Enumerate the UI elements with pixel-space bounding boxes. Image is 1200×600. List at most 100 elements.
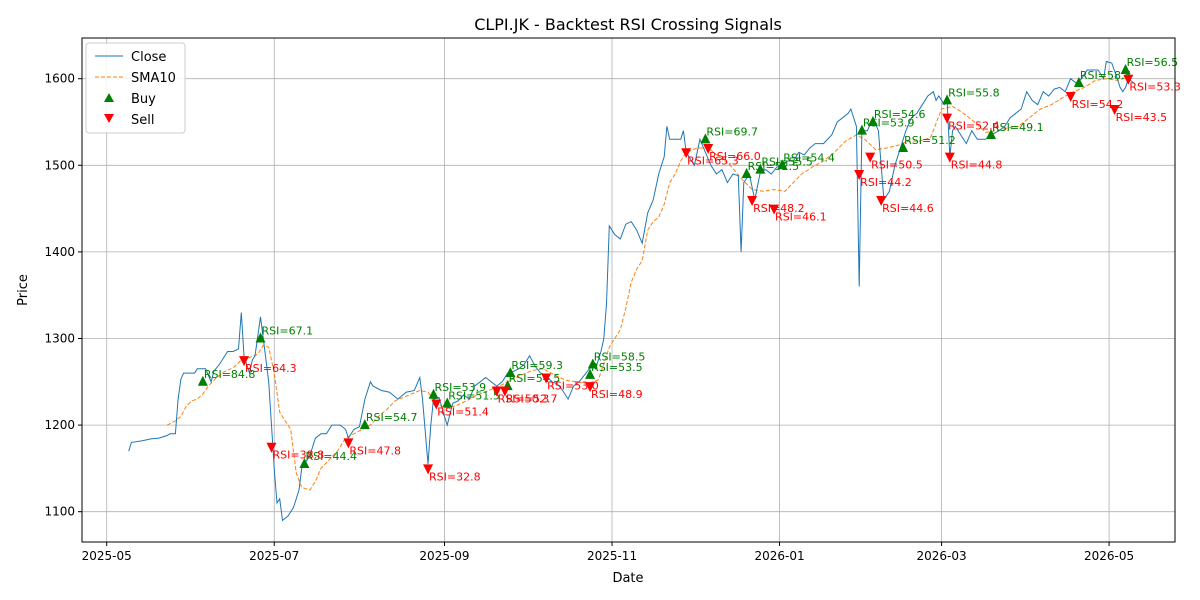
y-tick-label: 1100 <box>44 505 75 519</box>
sell-marker <box>747 195 758 206</box>
buy-marker <box>942 94 953 105</box>
buy-rsi-label: RSI=54.7 <box>366 411 418 424</box>
buy-marker <box>197 375 208 386</box>
sell-rsi-label: RSI=46.1 <box>775 211 827 224</box>
sell-rsi-label: RSI=32.8 <box>429 470 481 483</box>
x-tick-label: 2025-05 <box>82 549 132 563</box>
legend-close-label: Close <box>131 50 166 65</box>
buy-marker <box>777 159 788 170</box>
buy-rsi-label: RSI=84.8 <box>204 368 256 381</box>
buy-marker <box>442 397 453 408</box>
sell-marker <box>585 382 596 393</box>
sell-marker <box>854 169 865 180</box>
sell-rsi-label: RSI=43.5 <box>1116 111 1168 124</box>
buy-signals: RSI=84.8 RSI=67.1 RSI=44.4 RSI=54.7 RSI=53.9… <box>197 56 1179 469</box>
sell-marker <box>1109 105 1120 116</box>
sell-marker <box>491 386 502 397</box>
y-axis-label: Price <box>16 274 31 306</box>
y-tick-label: 1300 <box>44 331 75 345</box>
buy-marker <box>255 332 266 343</box>
sell-rsi-label: RSI=47.8 <box>349 444 401 457</box>
sell-marker <box>769 204 780 215</box>
buy-marker <box>299 458 310 469</box>
sell-marker <box>239 356 250 367</box>
legend-sell-marker <box>104 114 114 123</box>
buy-rsi-label: RSI=51.5 <box>448 389 500 402</box>
grid-lines <box>82 38 1175 542</box>
sell-marker <box>423 464 434 475</box>
close-line <box>128 60 1135 522</box>
legend-box <box>85 42 186 134</box>
sell-rsi-label: RSI=50.3 <box>498 392 550 405</box>
sell-marker <box>541 373 552 384</box>
sell-marker <box>681 148 692 159</box>
x-tick-label: 2025-07 <box>249 549 299 563</box>
sell-rsi-label: RSI=52.7 <box>506 392 558 405</box>
x-tick-label: 2026-05 <box>1084 549 1134 563</box>
sell-rsi-label: RSI=38.8 <box>272 449 324 462</box>
buy-marker <box>700 133 711 144</box>
legend-buy-marker <box>104 93 114 102</box>
legend: Close SMA10 Buy Sell <box>85 42 186 134</box>
buy-rsi-label: RSI=56.5 <box>1127 56 1179 69</box>
buy-marker <box>1073 77 1084 88</box>
sell-marker <box>876 195 887 206</box>
sell-rsi-label: RSI=48.2 <box>753 202 805 215</box>
sell-marker <box>1123 74 1134 85</box>
sell-marker <box>703 143 714 154</box>
sell-marker <box>1065 92 1076 103</box>
legend-sell-label: Sell <box>131 113 154 128</box>
buy-rsi-label: RSI=67.1 <box>262 324 314 337</box>
y-tick-label: 1400 <box>44 245 75 259</box>
sell-rsi-label: RSI=44.2 <box>860 176 912 189</box>
buy-marker <box>505 367 516 378</box>
sell-rsi-label: RSI=44.8 <box>951 159 1003 172</box>
sell-rsi-label: RSI=44.6 <box>882 202 934 215</box>
sell-marker <box>266 442 277 453</box>
x-tick-label: 2025-11 <box>587 549 637 563</box>
buy-rsi-label: RSI=51.2 <box>904 134 956 147</box>
buy-marker <box>986 128 997 139</box>
sell-marker <box>343 438 354 449</box>
legend-buy-label: Buy <box>131 92 156 107</box>
sell-marker <box>499 386 510 397</box>
sell-marker <box>865 152 876 163</box>
sell-rsi-label: RSI=53.3 <box>1129 81 1181 94</box>
sell-rsi-label: RSI=52.4 <box>948 120 1000 133</box>
buy-marker <box>741 167 752 178</box>
buy-marker <box>755 163 766 174</box>
buy-rsi-label: RSI=49.1 <box>992 121 1044 134</box>
sell-marker <box>431 399 442 410</box>
y-tick-label: 1600 <box>44 72 75 86</box>
x-tick-label: 2025-09 <box>419 549 469 563</box>
sell-rsi-label: RSI=54.2 <box>1072 98 1124 111</box>
buy-rsi-label: RSI=53.9 <box>435 381 487 394</box>
buy-rsi-label: RSI=55.5 <box>761 156 813 169</box>
x-tick-label: 2026-03 <box>917 549 967 563</box>
chart-title: CLPI.JK - Backtest RSI Crossing Signals <box>474 15 782 34</box>
buy-rsi-label: RSI=69.7 <box>706 125 758 138</box>
legend-sma10-label: SMA10 <box>131 71 176 86</box>
x-axis-ticks: 2025-05 2025-07 2025-09 2025-11 2026-01 2026-… <box>82 542 1134 563</box>
sell-marker <box>944 152 955 163</box>
buy-rsi-label: RSI=58.5 <box>594 350 646 363</box>
buy-rsi-label: RSI=44.4 <box>305 450 357 463</box>
buy-marker <box>428 388 439 399</box>
buy-marker <box>359 419 370 430</box>
plot-frame <box>81 37 1176 543</box>
buy-rsi-label: RSI=53.9 <box>863 117 915 130</box>
buy-marker <box>867 116 878 126</box>
sell-rsi-label: RSI=65.3 <box>687 154 739 167</box>
sell-rsi-label: RSI=66.0 <box>709 150 761 163</box>
buy-rsi-label: RSI=54.4 <box>783 151 835 164</box>
plot-area: RSI=84.8 RSI=67.1 RSI=44.4 RSI=54.7 RSI=53.9… <box>81 37 1181 543</box>
sell-rsi-label: RSI=64.3 <box>245 362 297 375</box>
buy-marker <box>585 368 596 379</box>
sell-signals: RSI=64.3 RSI=38.8 RSI=47.8 RSI=32.8 RSI=51.4… <box>239 74 1181 483</box>
buy-rsi-label: RSI=58.5 <box>1080 69 1132 82</box>
close-series <box>128 60 1135 522</box>
buy-rsi-label: RSI=53.5 <box>591 361 643 374</box>
sma10-line <box>166 76 1129 491</box>
